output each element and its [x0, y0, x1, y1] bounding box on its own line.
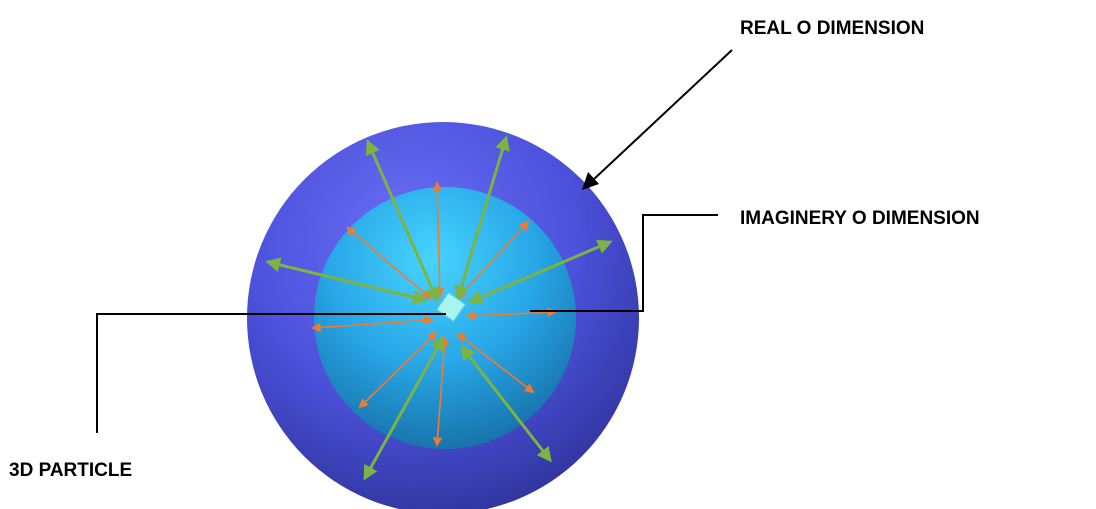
- green-arrow: [265, 257, 428, 305]
- imaginary-dimension-leader: [530, 214, 718, 312]
- green-arrow: [454, 135, 510, 301]
- real-dimension-label: REAL O DIMENSION: [740, 18, 924, 39]
- green-arrow: [467, 239, 613, 305]
- imaginary-dimension-label: IMAGINERY O DIMENSION: [740, 208, 980, 229]
- real-dimension-arrowhead-icon: [582, 172, 599, 190]
- green-arrow: [363, 335, 445, 481]
- imaginary-dimension-sphere: [314, 187, 576, 449]
- green-arrow: [460, 344, 552, 463]
- particle-label: 3D PARTICLE: [9, 460, 132, 481]
- orange-arrow: [466, 307, 557, 321]
- real-dimension-leader: [592, 49, 733, 181]
- arrows-group: [265, 135, 613, 481]
- orange-arrow: [311, 315, 434, 333]
- particle-leader: [96, 313, 446, 433]
- leader-lines: [96, 49, 733, 433]
